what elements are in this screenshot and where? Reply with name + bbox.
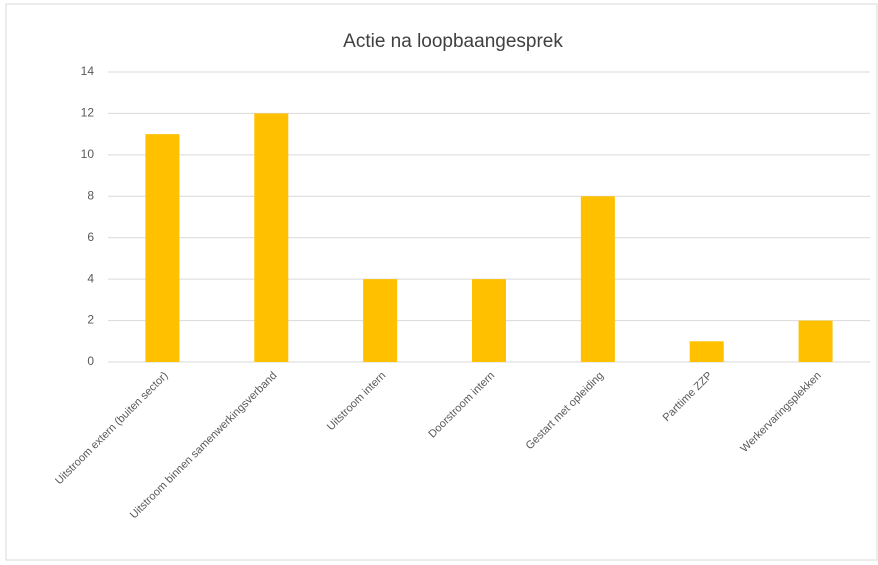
chart-title: Actie na loopbaangesprek [343, 31, 563, 52]
bar [145, 134, 180, 362]
y-tick-label: 2 [87, 313, 94, 327]
bar [580, 196, 615, 362]
y-tick-label: 10 [81, 147, 95, 161]
bar [363, 279, 398, 362]
bar [689, 341, 724, 362]
y-tick-label: 8 [87, 188, 94, 202]
y-tick-label: 4 [87, 271, 94, 285]
y-tick-label: 14 [81, 64, 95, 78]
bar [798, 320, 833, 362]
bar [254, 113, 289, 362]
bar [472, 279, 506, 362]
y-tick-label: 12 [81, 106, 95, 120]
y-tick-label: 6 [87, 230, 94, 244]
y-tick-label: 0 [87, 354, 94, 368]
chart-frame [5, 3, 878, 561]
